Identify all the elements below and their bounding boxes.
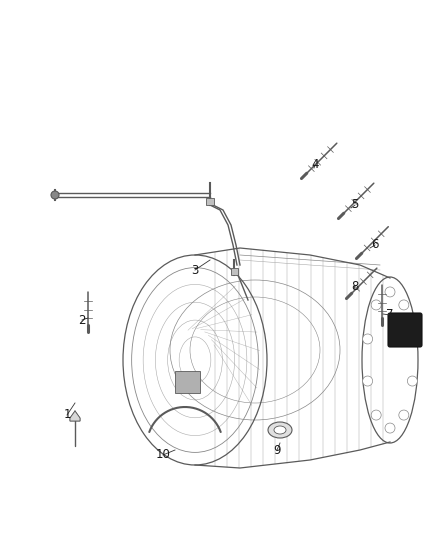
Text: 10: 10: [155, 448, 170, 462]
Text: 5: 5: [351, 198, 359, 212]
FancyBboxPatch shape: [206, 198, 214, 205]
Circle shape: [407, 334, 417, 344]
Circle shape: [371, 300, 381, 310]
Circle shape: [399, 300, 409, 310]
Circle shape: [407, 376, 417, 386]
Circle shape: [371, 410, 381, 420]
Circle shape: [363, 376, 373, 386]
Text: 3: 3: [191, 263, 199, 277]
FancyBboxPatch shape: [175, 371, 200, 393]
Circle shape: [385, 287, 395, 297]
FancyBboxPatch shape: [231, 268, 238, 275]
Ellipse shape: [51, 191, 59, 199]
Text: 6: 6: [371, 238, 379, 252]
Text: 7: 7: [386, 309, 394, 321]
Polygon shape: [70, 411, 80, 421]
Ellipse shape: [268, 422, 292, 438]
Circle shape: [363, 334, 373, 344]
Ellipse shape: [274, 426, 286, 434]
Text: 2: 2: [78, 313, 86, 327]
Text: 4: 4: [311, 158, 319, 172]
Circle shape: [385, 423, 395, 433]
Text: 8: 8: [351, 279, 359, 293]
FancyBboxPatch shape: [388, 313, 422, 347]
Text: 9: 9: [273, 443, 281, 456]
Text: 1: 1: [63, 408, 71, 422]
Circle shape: [399, 410, 409, 420]
